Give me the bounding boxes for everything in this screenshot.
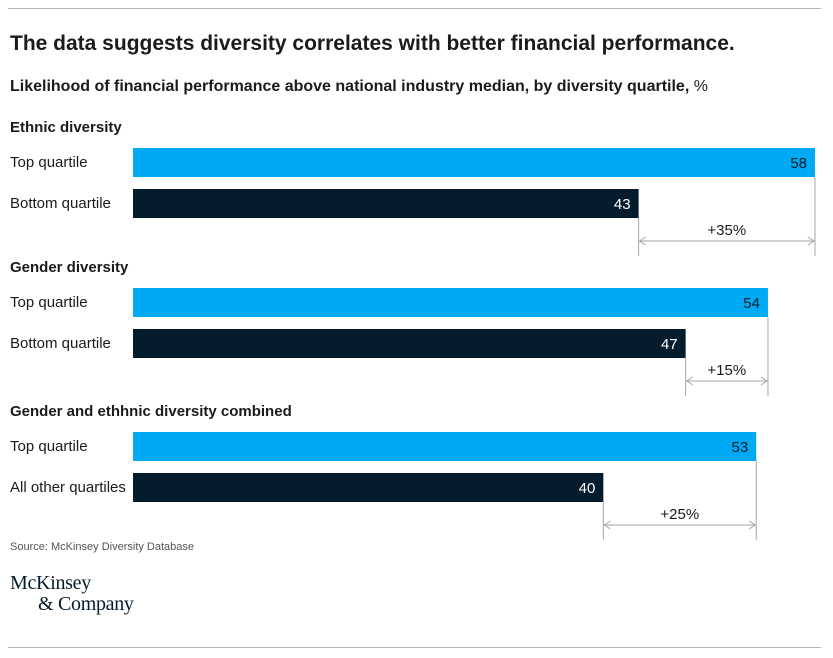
top-rule [8, 8, 821, 9]
difference-label: +15% [707, 362, 746, 379]
bar-value-label: 58 [790, 155, 807, 172]
difference-arrowhead-left [638, 236, 646, 246]
difference-label: +35% [707, 222, 746, 239]
bar [133, 432, 757, 461]
chart-title: The data suggests diversity correlates w… [10, 32, 735, 55]
bottom-rule [8, 647, 821, 648]
bar-value-label: 53 [732, 439, 749, 456]
mckinsey-logo: McKinsey & Company [10, 573, 134, 615]
difference-arrowhead-right [748, 520, 757, 530]
group-title: Ethnic diversity [10, 119, 122, 136]
bar-value-label: 54 [743, 295, 760, 312]
bar [133, 329, 686, 358]
bar-category-label: Top quartile [10, 294, 88, 311]
difference-label: +25% [660, 506, 699, 523]
difference-arrowhead-left [603, 520, 611, 530]
bar-category-label: Bottom quartile [10, 195, 111, 212]
bar-value-label: 47 [661, 336, 678, 353]
source-note: Source: McKinsey Diversity Database [10, 541, 195, 553]
subtitle-text: Likelihood of financial performance abov… [10, 78, 690, 95]
difference-arrowhead-left [685, 376, 693, 386]
logo-line-1: McKinsey [10, 572, 91, 594]
group-title: Gender and ethhnic diversity combined [10, 403, 292, 420]
bar [133, 288, 768, 317]
bar-category-label: Bottom quartile [10, 335, 111, 352]
chart-subtitle: Likelihood of financial performance abov… [10, 78, 708, 96]
bar [133, 148, 815, 177]
bar-value-label: 43 [614, 196, 631, 213]
bar-category-label: Top quartile [10, 154, 88, 171]
group-title: Gender diversity [10, 259, 129, 276]
bar-chart: Ethnic diversity Top quartile 58 Bottom qua… [10, 119, 816, 540]
bar-category-label: Top quartile [10, 438, 88, 455]
logo-line-2: & Company [38, 593, 134, 615]
subtitle-unit: % [693, 78, 708, 95]
difference-arrowhead-right [807, 236, 815, 246]
bar [133, 189, 639, 218]
bar [133, 473, 604, 502]
bar-category-label: All other quartiles [10, 479, 126, 496]
difference-arrowhead-right [760, 376, 768, 386]
bar-value-label: 40 [579, 480, 596, 497]
